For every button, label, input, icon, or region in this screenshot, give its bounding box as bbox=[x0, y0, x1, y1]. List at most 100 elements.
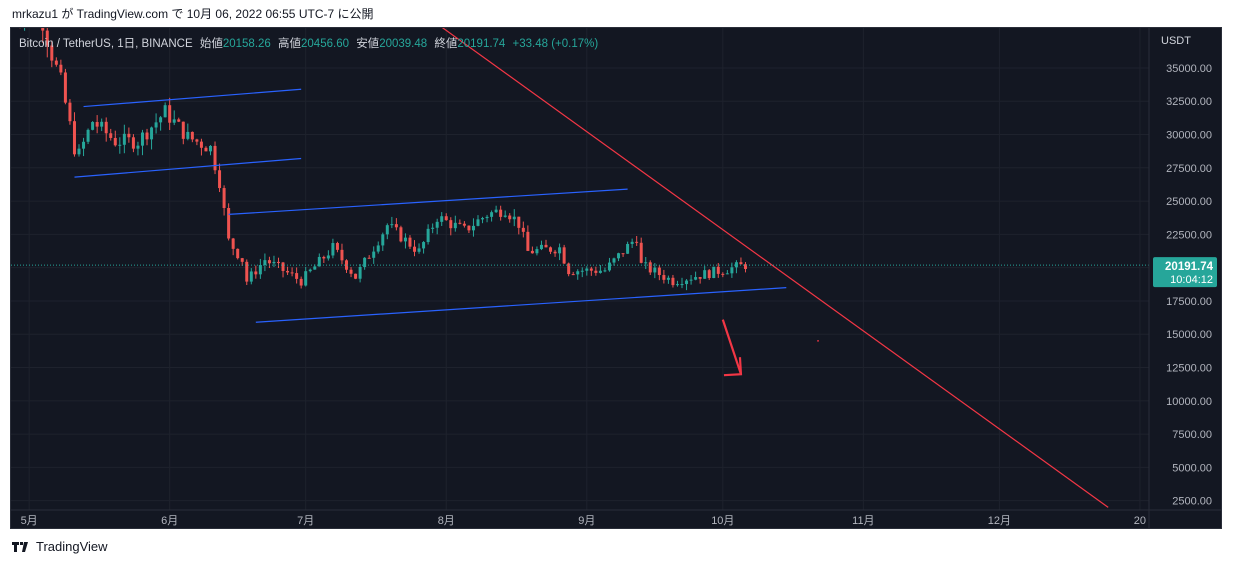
candle-body bbox=[335, 243, 339, 250]
candle-body bbox=[345, 260, 349, 270]
channel-1-upper bbox=[83, 88, 302, 108]
price-tick-label: 32500.00 bbox=[1166, 96, 1212, 108]
candle-body bbox=[580, 270, 584, 272]
candle-body bbox=[86, 129, 90, 142]
time-tick-label: 8月 bbox=[438, 515, 455, 527]
bar-countdown: 10:04:12 bbox=[1170, 274, 1213, 286]
time-tick-label: 9月 bbox=[578, 515, 595, 527]
candle-body bbox=[403, 237, 407, 242]
candle-body bbox=[394, 224, 398, 228]
candle-body bbox=[535, 249, 539, 254]
candle-body bbox=[721, 273, 725, 275]
candle-body bbox=[68, 102, 72, 122]
candle-body bbox=[381, 234, 385, 246]
time-tick-label: 20 bbox=[1134, 515, 1146, 527]
candle-body bbox=[666, 277, 670, 280]
candle-body bbox=[195, 139, 199, 142]
candle-body bbox=[712, 266, 716, 279]
symbol-label[interactable]: Bitcoin / TetherUS, 1日, BINANCE bbox=[19, 38, 193, 50]
candle-body bbox=[331, 243, 335, 256]
candle-body bbox=[607, 262, 611, 271]
candle-body bbox=[458, 222, 462, 224]
candle-body bbox=[490, 212, 494, 217]
candle-body bbox=[218, 170, 222, 189]
candle-body bbox=[363, 257, 367, 268]
candle-body bbox=[349, 269, 353, 274]
candle-body bbox=[648, 262, 652, 273]
candle-body bbox=[517, 216, 521, 228]
candle-body bbox=[426, 228, 430, 243]
time-tick-label: 11月 bbox=[852, 515, 874, 527]
candle-body bbox=[417, 248, 421, 252]
price-tick-label: 17500.00 bbox=[1166, 296, 1212, 308]
candle-body bbox=[431, 227, 435, 229]
channel-2-lower bbox=[255, 287, 787, 323]
candle-body bbox=[372, 251, 376, 258]
candle-body bbox=[168, 105, 172, 123]
candle-body bbox=[163, 105, 167, 118]
candlestick-chart[interactable]: USDT 2500.00 5000.00 7500.00 10000.00 12500.0… bbox=[11, 28, 1222, 529]
candle-body bbox=[725, 273, 729, 275]
candle-body bbox=[734, 262, 738, 268]
price-tick-label: 10000.00 bbox=[1166, 396, 1212, 408]
open-label: 始値 bbox=[199, 38, 223, 50]
time-tick-label: 5月 bbox=[21, 515, 38, 527]
candle-body bbox=[358, 267, 362, 279]
candle-body bbox=[109, 133, 113, 138]
candle-body bbox=[562, 247, 566, 264]
candle-body bbox=[453, 222, 457, 229]
candle-body bbox=[739, 262, 743, 265]
candle-body bbox=[127, 133, 131, 138]
candle-body bbox=[680, 284, 684, 286]
footer-brand[interactable]: TradingView bbox=[12, 539, 108, 554]
candle-body bbox=[598, 270, 602, 273]
candle-body bbox=[272, 261, 276, 264]
footer-brand-label: TradingView bbox=[36, 539, 108, 554]
candle-body bbox=[471, 225, 475, 231]
last-price-value: 20191.74 bbox=[1165, 261, 1214, 273]
candle-body bbox=[444, 216, 448, 221]
candle-body bbox=[376, 245, 380, 252]
candle-body bbox=[422, 242, 426, 249]
candle-body bbox=[390, 224, 394, 226]
candle-body bbox=[440, 216, 444, 222]
low-value: 20039.48 bbox=[379, 38, 428, 50]
candle-body bbox=[231, 238, 235, 249]
candle-body bbox=[703, 270, 707, 279]
candle-body bbox=[689, 279, 693, 281]
high-value: 20456.60 bbox=[301, 38, 349, 50]
candle-body bbox=[172, 119, 176, 123]
price-tick-label: 35000.00 bbox=[1166, 63, 1212, 75]
price-tick-label: 2500.00 bbox=[1172, 496, 1212, 508]
close-value: 20191.74 bbox=[457, 38, 506, 50]
candle-body bbox=[462, 223, 466, 226]
candle-body bbox=[467, 225, 471, 231]
candle-body bbox=[553, 251, 557, 254]
chart-panel[interactable]: USDT 2500.00 5000.00 7500.00 10000.00 12500.0… bbox=[10, 27, 1222, 529]
candle-body bbox=[385, 225, 389, 235]
candle-body bbox=[449, 220, 453, 229]
low-label: 安値 bbox=[356, 38, 380, 50]
candle-body bbox=[199, 141, 203, 148]
candle-body bbox=[675, 284, 679, 286]
candle-body bbox=[181, 121, 185, 139]
price-tick-label: 12500.00 bbox=[1166, 363, 1212, 375]
down-arrow-head bbox=[723, 357, 743, 377]
candle-body bbox=[159, 117, 163, 123]
candle-body bbox=[118, 144, 122, 146]
candle-body bbox=[716, 266, 720, 274]
candle-body bbox=[657, 267, 661, 276]
candle-body bbox=[694, 277, 698, 280]
candle-body bbox=[326, 255, 330, 259]
candle-body bbox=[685, 280, 689, 285]
candle-body bbox=[408, 237, 412, 247]
candle-body bbox=[77, 148, 81, 155]
candle-body bbox=[653, 267, 657, 273]
candle-body bbox=[662, 275, 666, 280]
candle-body bbox=[476, 219, 480, 226]
price-tick-label: 22500.00 bbox=[1166, 229, 1212, 241]
candle-body bbox=[290, 272, 294, 274]
candle-body bbox=[399, 227, 403, 242]
candle-body bbox=[526, 231, 530, 251]
candle-body bbox=[154, 122, 158, 128]
